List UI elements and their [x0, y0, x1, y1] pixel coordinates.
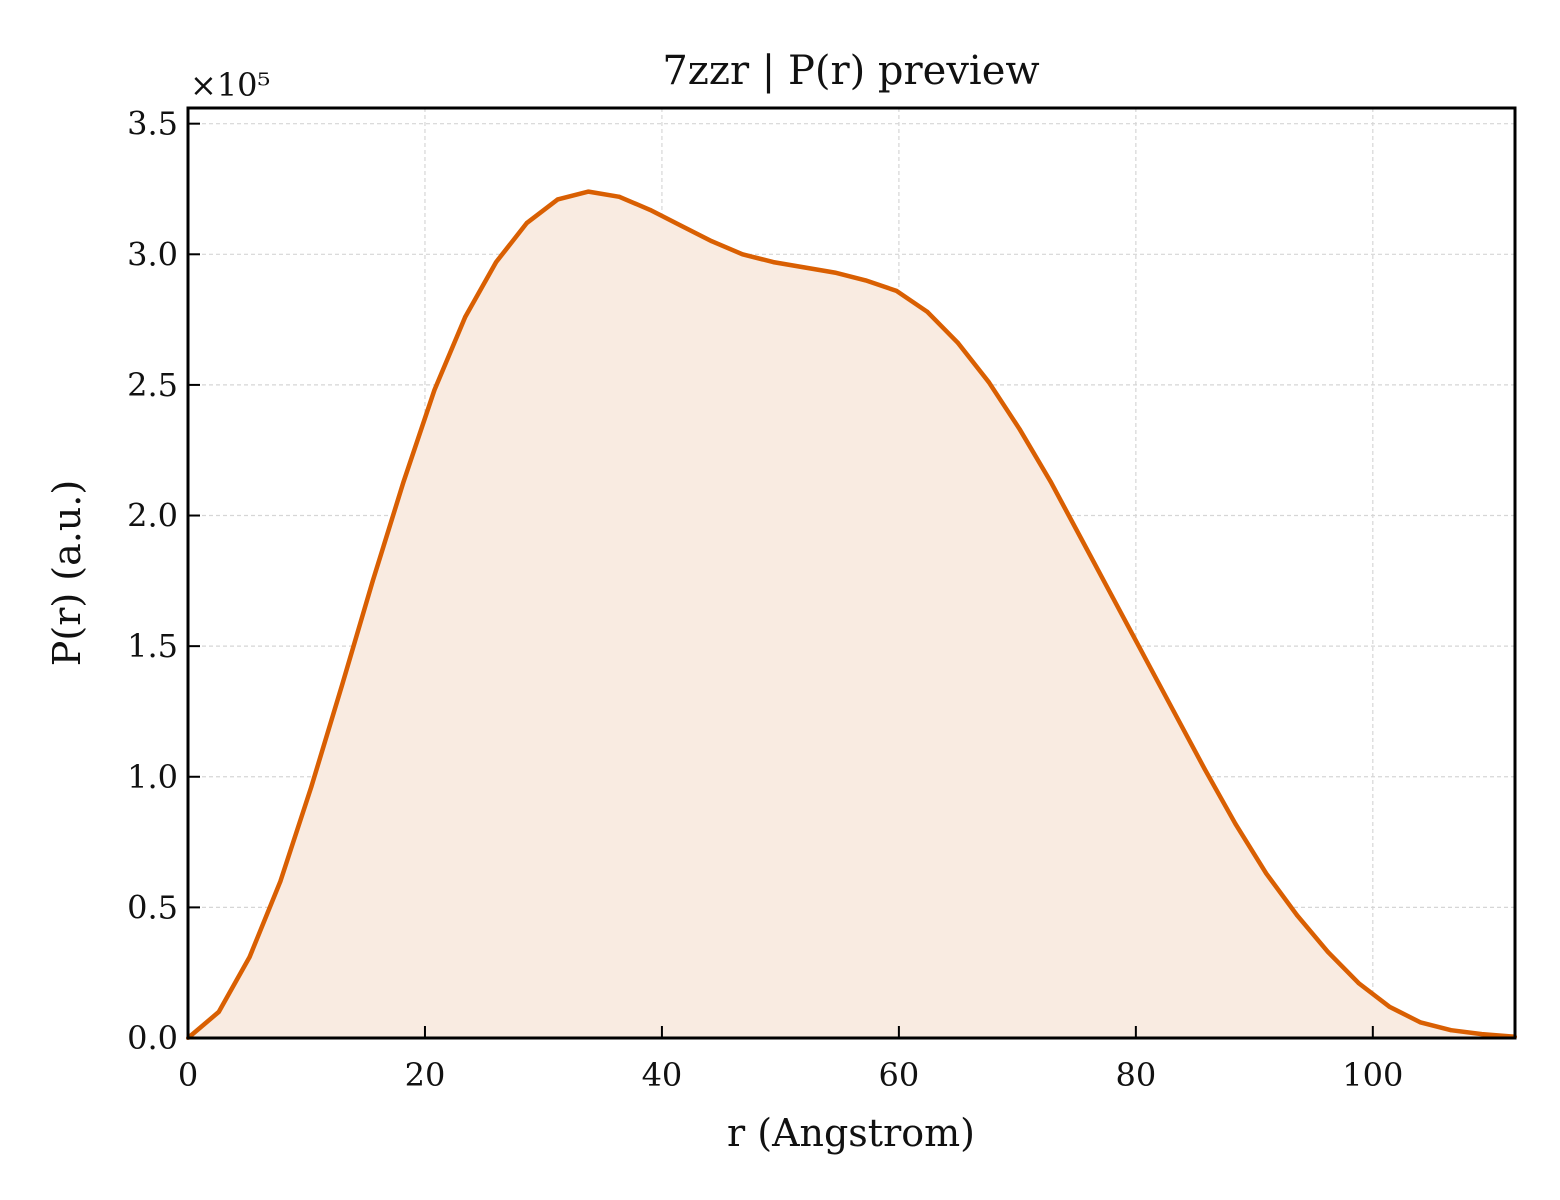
data-point — [894, 288, 899, 293]
data-point — [740, 252, 745, 257]
pr-area-fill — [188, 191, 1515, 1039]
y-tick-label: 1.0 — [127, 758, 178, 796]
x-axis: 0 20 40 60 80 100 — [178, 1026, 1403, 1094]
data-point — [648, 207, 653, 212]
data-point — [586, 189, 591, 194]
data-point — [524, 220, 529, 225]
data-point — [1387, 1004, 1392, 1009]
y-tick-label: 0.0 — [127, 1019, 178, 1057]
plot-frame — [186, 106, 1517, 1040]
data-point — [678, 223, 683, 228]
y-axis: 0.0 0.5 1.0 1.5 2.0 2.5 3.0 3.5 — [127, 105, 200, 1057]
y-axis-label: P(r) (a.u.) — [45, 480, 89, 666]
x-tick-label: 80 — [1115, 1056, 1156, 1094]
data-point — [1141, 652, 1145, 656]
y-multiplier-label: ×10⁵ — [190, 66, 270, 104]
x-tick-label: 40 — [642, 1056, 683, 1094]
pr-series-line — [186, 189, 1516, 1040]
y-tick-label: 0.5 — [127, 888, 178, 926]
data-point — [401, 479, 406, 484]
data-point — [309, 785, 314, 790]
data-point — [247, 955, 252, 959]
data-point — [1079, 537, 1084, 541]
data-point — [1356, 981, 1361, 986]
data-point — [617, 194, 622, 199]
y-tick-label: 2.5 — [127, 366, 178, 404]
data-point — [1418, 1020, 1423, 1025]
data-point — [709, 239, 714, 244]
x-tick-label: 100 — [1342, 1056, 1403, 1094]
chart-title: 7zzr | P(r) preview — [662, 48, 1039, 94]
data-point — [370, 578, 375, 583]
x-tick-label: 20 — [405, 1056, 446, 1094]
y-tick-label: 1.5 — [127, 627, 178, 665]
x-tick-label: 60 — [879, 1056, 920, 1094]
data-point — [1171, 709, 1176, 714]
data-point — [1110, 594, 1115, 599]
data-point — [986, 380, 991, 385]
x-axis-label: r (Angstrom) — [727, 1111, 975, 1155]
y-tick-label: 3.0 — [127, 235, 178, 273]
data-point — [463, 315, 468, 319]
data-point — [956, 341, 961, 346]
data-point — [494, 260, 499, 265]
data-point — [432, 388, 437, 393]
data-point — [340, 683, 344, 688]
y-tick-label: 3.5 — [127, 105, 178, 143]
data-point — [832, 270, 837, 275]
data-point — [863, 278, 868, 283]
data-point — [1233, 821, 1238, 826]
data-point — [1264, 871, 1269, 876]
data-point — [216, 1009, 221, 1014]
data-point — [1017, 427, 1022, 432]
data-point — [1479, 1032, 1484, 1037]
data-point — [555, 197, 560, 202]
data-point — [1295, 913, 1299, 918]
data-point — [1449, 1028, 1453, 1033]
data-point — [1048, 479, 1053, 484]
data-point — [771, 260, 776, 265]
data-point — [1202, 766, 1207, 771]
data-point — [925, 309, 930, 314]
data-point — [802, 265, 807, 270]
x-tick-label: 0 — [178, 1056, 198, 1094]
y-tick-label: 2.0 — [127, 497, 178, 535]
data-point — [278, 879, 283, 884]
data-point — [1325, 949, 1330, 954]
